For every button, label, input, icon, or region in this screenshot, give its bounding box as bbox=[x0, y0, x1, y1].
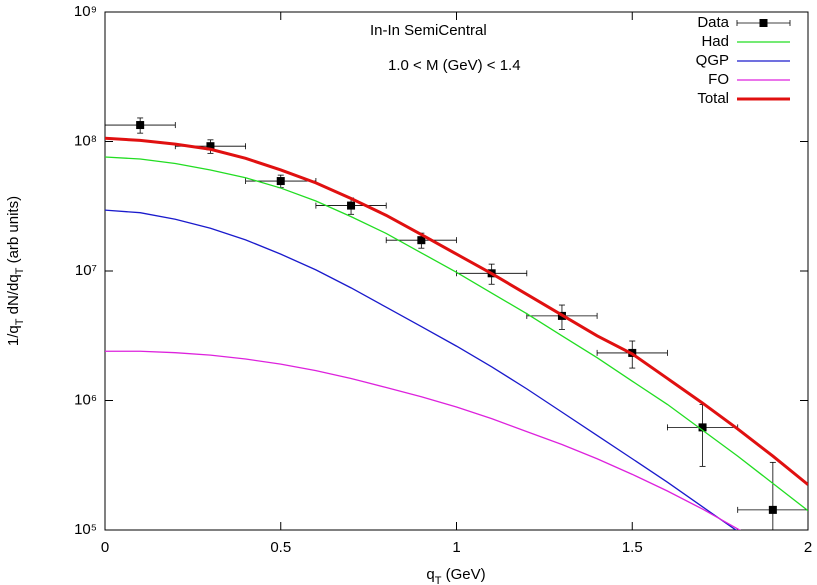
data-point bbox=[276, 177, 285, 186]
y-axis-label: 1/qT dN/dqT (arb units) bbox=[5, 196, 26, 346]
series-line bbox=[105, 136, 808, 486]
legend-label: FO bbox=[708, 71, 729, 88]
y-tick-label: 10⁸ bbox=[74, 132, 97, 149]
y-tick-label: 10⁶ bbox=[74, 391, 97, 408]
annotation: 1.0 < M (GeV) < 1.4 bbox=[388, 57, 521, 74]
y-tick-label: 10⁹ bbox=[74, 3, 97, 20]
series-line bbox=[105, 209, 737, 530]
series-line bbox=[105, 350, 742, 530]
x-axis-label: qT (GeV) bbox=[426, 566, 485, 585]
legend-label: Had bbox=[701, 33, 729, 50]
plot-area bbox=[105, 117, 808, 530]
legend-label: Data bbox=[697, 14, 729, 31]
legend-swatch bbox=[759, 19, 768, 27]
data-point bbox=[206, 142, 215, 151]
y-tick-label: 10⁷ bbox=[75, 262, 97, 279]
legend-label: QGP bbox=[696, 52, 729, 69]
x-tick-label: 1 bbox=[452, 539, 460, 556]
y-tick-label: 10⁵ bbox=[74, 521, 97, 538]
data-point bbox=[417, 236, 426, 245]
data-point bbox=[768, 505, 777, 514]
data-point bbox=[136, 121, 145, 130]
series-line bbox=[105, 156, 808, 512]
x-tick-label: 0 bbox=[101, 539, 109, 556]
x-tick-label: 2 bbox=[804, 539, 812, 556]
x-tick-label: 0.5 bbox=[270, 539, 291, 556]
annotation: In-In SemiCentral bbox=[370, 22, 487, 39]
legend-label: Total bbox=[697, 90, 729, 107]
data-point bbox=[347, 201, 356, 210]
data-point bbox=[698, 423, 707, 432]
x-tick-label: 1.5 bbox=[622, 539, 643, 556]
